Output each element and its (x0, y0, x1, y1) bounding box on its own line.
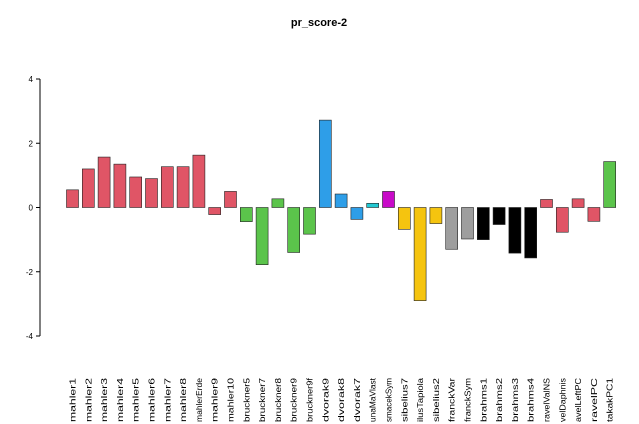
bar-mahler5 (129, 176, 142, 208)
bar-mahler2 (82, 168, 95, 208)
bar-mahler4 (113, 163, 127, 208)
category-label: mahlerErde (195, 377, 204, 422)
bar-ravelValNS (540, 199, 553, 208)
bar-unaMaVlast (366, 203, 380, 208)
bar-takakPC1 (603, 161, 617, 208)
bar-sibelius2 (429, 207, 443, 224)
bar-avelLeftPC (571, 198, 585, 208)
category-label: mahler10 (227, 377, 236, 422)
category-label: mahler8 (179, 377, 188, 422)
category-label: unaMaVlast (369, 377, 378, 422)
bar-dvorak8 (334, 193, 348, 208)
bar-mahlerErde (192, 154, 206, 208)
bar-franckVar (445, 207, 459, 250)
category-label: ravelValNS (543, 378, 552, 422)
category-label: brahms2 (495, 377, 504, 422)
bar-brahms3 (508, 207, 522, 254)
category-label: mahler2 (84, 377, 93, 422)
category-label: mahler3 (100, 377, 109, 422)
category-label: dvorak8 (337, 377, 346, 422)
category-label: sibelius7 (400, 377, 409, 422)
category-label: mahler6 (148, 377, 157, 422)
category-label: mahler7 (163, 377, 172, 422)
chart-title: pr_score-2 (291, 17, 347, 29)
category-label: mahler4 (116, 377, 125, 422)
category-label: bruckner5 (242, 377, 251, 422)
category-label: dvorak7 (353, 377, 362, 422)
bar-bruckner5 (240, 207, 253, 222)
category-label: smacekSym (385, 378, 394, 422)
category-label: bruckner9f (306, 377, 315, 422)
category-label: velDaphnis (558, 378, 567, 422)
bar-mahler10 (224, 191, 237, 208)
category-label: bruckner9 (290, 377, 299, 422)
bar-bruckner9 (287, 207, 301, 253)
y-tick-label: 4 (29, 75, 34, 84)
bar-bruckner8 (271, 198, 285, 208)
y-tick-label: -2 (26, 268, 34, 277)
category-label: brahms1 (479, 377, 488, 422)
bar-mahler8 (176, 166, 190, 208)
category-label: franckVar (448, 378, 457, 422)
bar-ilusTapiola (413, 207, 427, 301)
y-tick-label: 2 (29, 139, 34, 148)
bars-group (66, 119, 617, 301)
category-label: ravelPC (590, 378, 599, 422)
bar-brahms1 (476, 207, 490, 240)
bar-velDaphnis (555, 207, 569, 233)
category-label: bruckner7 (258, 377, 267, 422)
bar-bruckner7 (255, 207, 269, 265)
category-label: brahms4 (527, 377, 536, 422)
category-label: ilusTapiola (416, 377, 425, 422)
bar-brahms4 (524, 207, 538, 259)
bar-franckSym (461, 207, 474, 240)
category-label: sibelius2 (432, 377, 441, 422)
bar-mahler7 (161, 166, 174, 208)
bar-mahler6 (145, 178, 158, 208)
bar-bruckner9f (303, 207, 316, 235)
y-tick-label: -4 (26, 332, 34, 341)
y-tick-label: 0 (29, 204, 34, 213)
bar-mahler1 (66, 189, 79, 208)
category-label: brahms3 (511, 377, 520, 422)
category-labels: mahler1 mahler2 mahler3 mahler4 mahler5 mahle… (69, 377, 615, 422)
bar-dvorak7 (350, 207, 364, 220)
bar-mahler3 (97, 156, 111, 208)
bar-smacekSym (382, 191, 395, 208)
bar-sibelius7 (397, 207, 411, 230)
category-label: takakPC1 (606, 377, 615, 422)
category-label: dvorak9 (321, 377, 330, 422)
category-label: mahler9 (211, 377, 220, 422)
bar-dvorak9 (318, 119, 332, 208)
category-label: mahler5 (132, 377, 141, 422)
bar-brahms2 (492, 207, 506, 225)
bar-ravelPC (587, 207, 601, 222)
category-label: bruckner8 (274, 377, 283, 422)
category-label: avelLeftPC (574, 378, 583, 422)
category-label: mahler1 (69, 377, 78, 422)
category-label: franckSym (464, 378, 473, 422)
y-axis-ticks: -4 -2 0 2 4 (26, 75, 40, 341)
bar-mahler9 (208, 207, 221, 215)
